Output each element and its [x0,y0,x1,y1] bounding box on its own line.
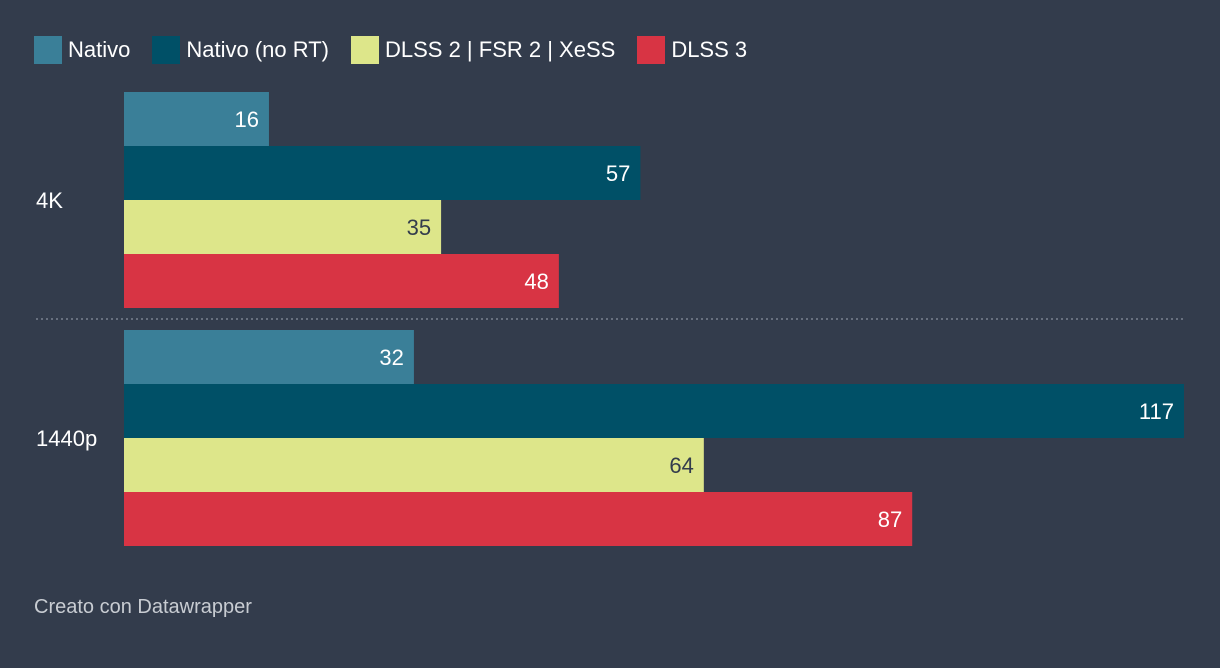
category-label: 1440p [36,426,97,451]
bar-value-label: 32 [379,345,403,370]
legend-label: Nativo (no RT) [186,37,329,62]
legend-label: DLSS 2 | FSR 2 | XeSS [385,37,616,62]
bar-value-label: 35 [407,215,431,240]
legend-swatch [637,36,666,64]
legend-item: Nativo [34,36,130,64]
chart-legend: Nativo Nativo (no RT) DLSS 2 | FSR 2 | XeS… [34,32,769,68]
bar [124,438,704,492]
bar [124,384,1184,438]
legend-label: Nativo [68,37,131,62]
legend-swatch [351,36,379,64]
bar [124,146,641,200]
legend-item: DLSS 3 [637,36,747,64]
bar [124,200,442,254]
bar-value-label: 16 [234,107,258,132]
bar [124,492,913,546]
legend-swatch [152,36,181,64]
bar [124,330,414,384]
legend-swatch [34,36,62,64]
legend-item: Nativo (no RT) [152,36,329,64]
footer-credit: Creato con Datawrapper [34,596,252,618]
bar [124,254,559,308]
bar-value-label: 117 [1139,399,1174,424]
bar-value-label: 87 [878,507,902,532]
category-label: 4K [36,188,63,213]
bar-value-label: 64 [669,453,693,478]
bar-value-label: 57 [606,161,630,186]
legend-label: DLSS 3 [671,37,748,62]
legend-item: DLSS 2 | FSR 2 | XeSS [351,36,615,64]
bar-value-label: 48 [524,269,548,294]
bar [124,92,269,146]
